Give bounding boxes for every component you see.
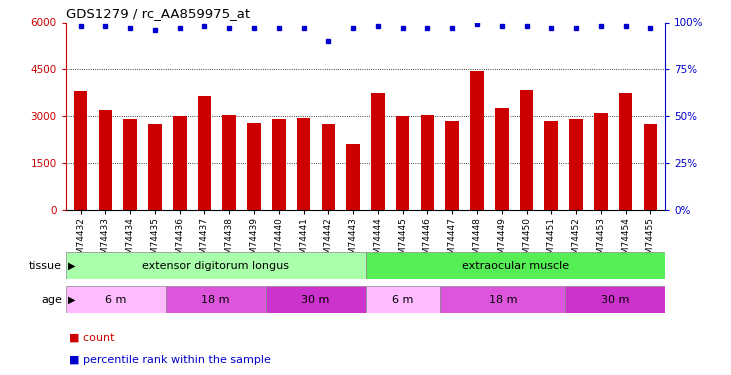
- Bar: [99, 110, 113, 210]
- Text: extensor digitorum longus: extensor digitorum longus: [142, 261, 289, 271]
- Bar: [124, 119, 137, 210]
- Bar: [643, 124, 657, 210]
- Bar: [569, 119, 583, 210]
- Text: ▶: ▶: [68, 295, 75, 304]
- Bar: [247, 123, 261, 210]
- Bar: [166, 286, 265, 313]
- Text: ■ count: ■ count: [69, 333, 115, 342]
- Text: 30 m: 30 m: [301, 295, 330, 304]
- Bar: [322, 124, 335, 210]
- Bar: [445, 121, 459, 210]
- Bar: [74, 91, 88, 210]
- Text: 18 m: 18 m: [488, 295, 517, 304]
- Bar: [366, 286, 440, 313]
- Bar: [520, 90, 534, 210]
- Text: 30 m: 30 m: [601, 295, 629, 304]
- Bar: [173, 116, 186, 210]
- Bar: [366, 252, 665, 279]
- Text: ▶: ▶: [68, 261, 75, 271]
- Bar: [197, 96, 211, 210]
- Bar: [66, 286, 166, 313]
- Bar: [594, 113, 607, 210]
- Text: 6 m: 6 m: [105, 295, 126, 304]
- Bar: [440, 286, 565, 313]
- Text: tissue: tissue: [29, 261, 62, 271]
- Bar: [272, 119, 286, 210]
- Text: extraocular muscle: extraocular muscle: [462, 261, 569, 271]
- Bar: [396, 116, 409, 210]
- Text: 6 m: 6 m: [393, 295, 414, 304]
- Bar: [297, 118, 311, 210]
- Text: ■ percentile rank within the sample: ■ percentile rank within the sample: [69, 355, 271, 365]
- Bar: [545, 121, 558, 210]
- Bar: [618, 93, 632, 210]
- Bar: [346, 144, 360, 210]
- Bar: [66, 252, 366, 279]
- Text: GDS1279 / rc_AA859975_at: GDS1279 / rc_AA859975_at: [66, 7, 250, 20]
- Bar: [420, 115, 434, 210]
- Bar: [265, 286, 366, 313]
- Bar: [495, 108, 509, 210]
- Text: 18 m: 18 m: [202, 295, 230, 304]
- Bar: [371, 93, 385, 210]
- Bar: [565, 286, 665, 313]
- Text: age: age: [41, 295, 62, 304]
- Bar: [222, 115, 236, 210]
- Bar: [148, 124, 162, 210]
- Bar: [470, 71, 484, 210]
